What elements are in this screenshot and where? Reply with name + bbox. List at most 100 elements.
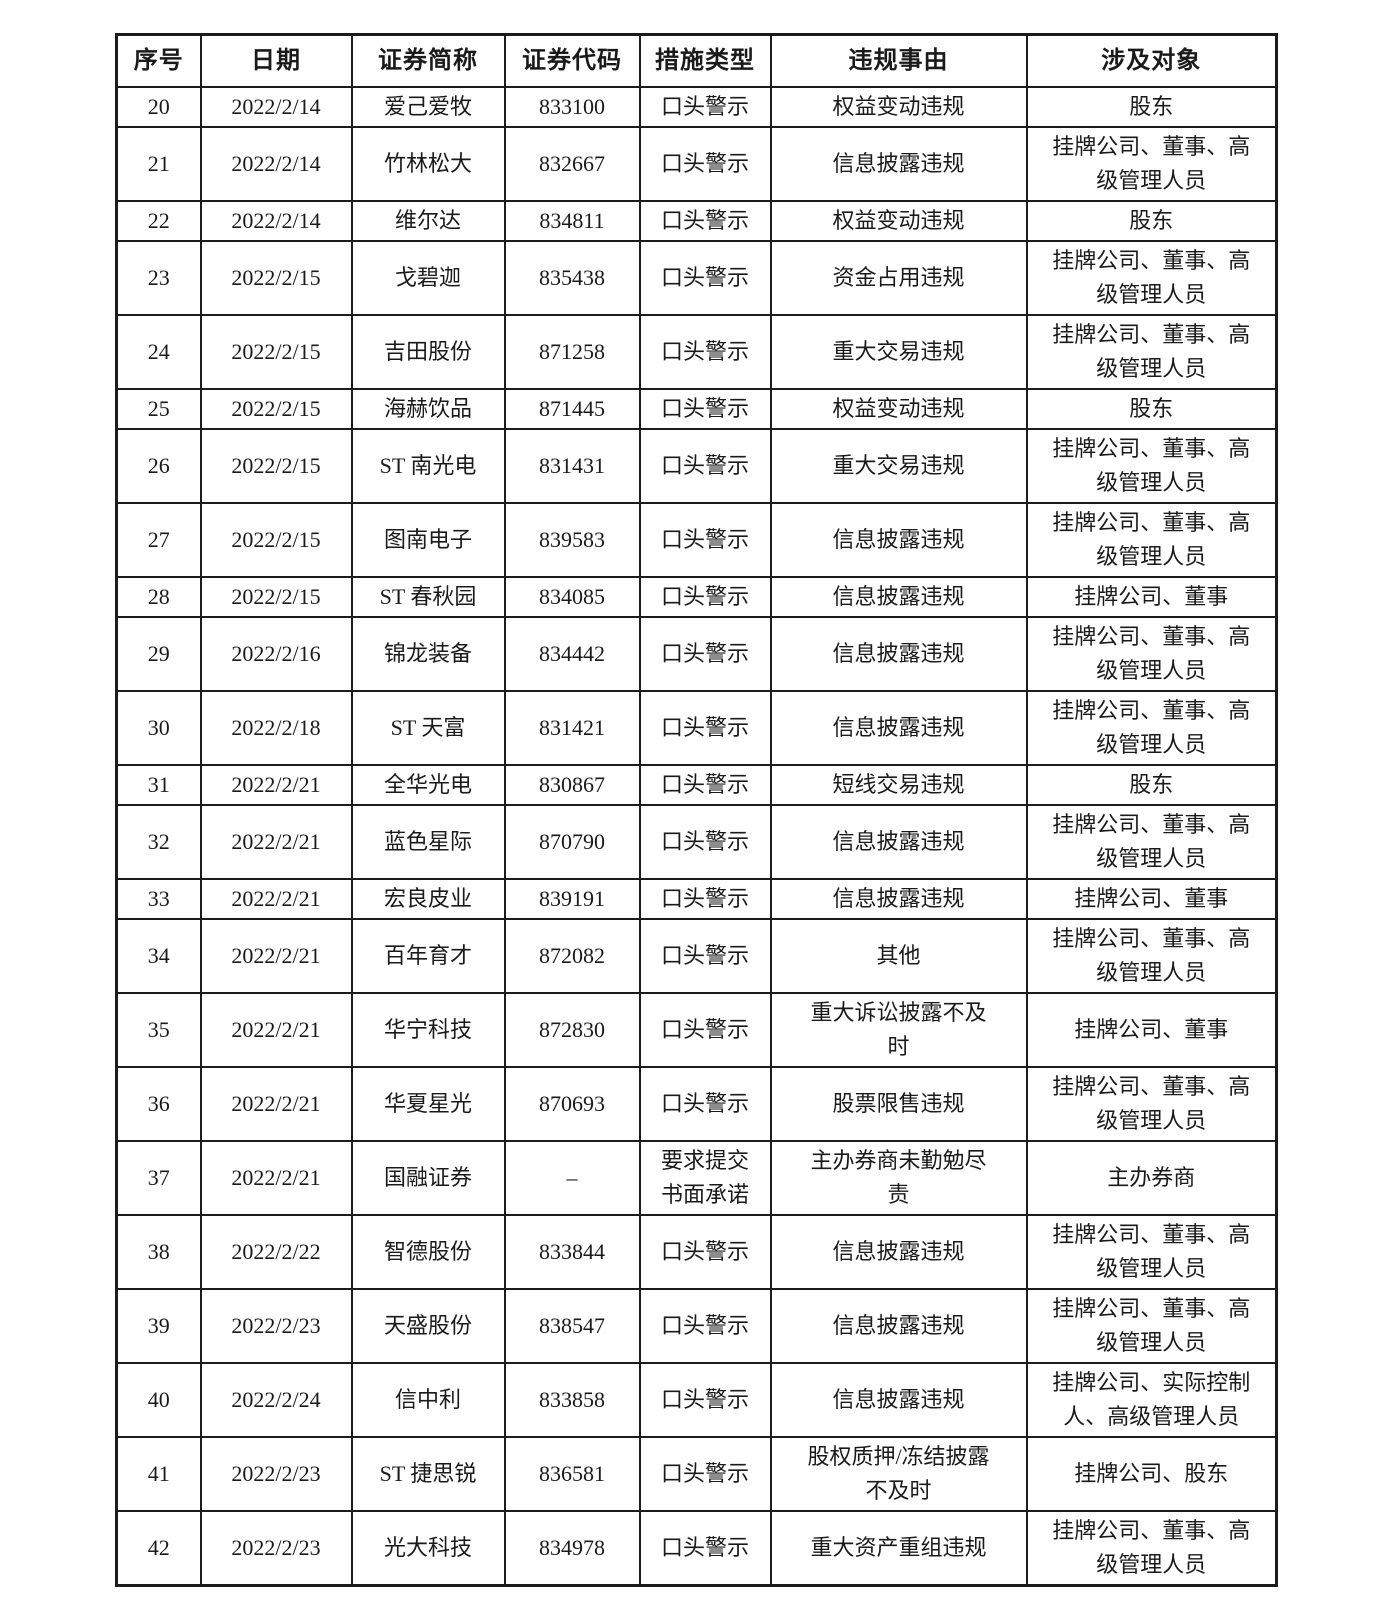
cell-name: 吉田股份 bbox=[350, 314, 506, 390]
cell-code: 832667 bbox=[503, 126, 641, 202]
table-row: 24 2022/2/15 吉田股份 871258 口头警示 重大交易违规 挂牌公司、董事、高… bbox=[115, 314, 1278, 390]
cell-no: 22 bbox=[115, 200, 202, 242]
cell-code: 839583 bbox=[503, 502, 641, 578]
cell-no: 34 bbox=[115, 918, 202, 994]
cell-measure: 口头警示 bbox=[638, 200, 772, 242]
cell-code: 872830 bbox=[503, 992, 641, 1068]
cell-targets: 挂牌公司、董事、高 级管理人员 bbox=[1025, 428, 1278, 504]
cell-no: 38 bbox=[115, 1214, 202, 1290]
column-header-measure-type: 措施类型 bbox=[638, 33, 772, 88]
table-row: 22 2022/2/14 维尔达 834811 口头警示 权益变动违规 股东 bbox=[115, 200, 1278, 242]
cell-targets: 挂牌公司、董事、高 级管理人员 bbox=[1025, 126, 1278, 202]
cell-code: 870790 bbox=[503, 804, 641, 880]
cell-date: 2022/2/14 bbox=[199, 86, 353, 128]
cell-measure: 口头警示 bbox=[638, 576, 772, 618]
cell-code: 838547 bbox=[503, 1288, 641, 1364]
cell-reason: 资金占用违规 bbox=[769, 240, 1028, 316]
cell-date: 2022/2/21 bbox=[199, 878, 353, 920]
cell-reason: 重大交易违规 bbox=[769, 314, 1028, 390]
cell-reason: 信息披露违规 bbox=[769, 690, 1028, 766]
cell-name: 竹林松大 bbox=[350, 126, 506, 202]
cell-targets: 挂牌公司、董事 bbox=[1025, 576, 1278, 618]
cell-measure: 口头警示 bbox=[638, 1288, 772, 1364]
cell-date: 2022/2/22 bbox=[199, 1214, 353, 1290]
cell-measure: 口头警示 bbox=[638, 240, 772, 316]
cell-no: 39 bbox=[115, 1288, 202, 1364]
cell-no: 23 bbox=[115, 240, 202, 316]
cell-date: 2022/2/21 bbox=[199, 1140, 353, 1216]
table-row: 36 2022/2/21 华夏星光 870693 口头警示 股票限售违规 挂牌公司、董事、高… bbox=[115, 1066, 1278, 1142]
table-row: 33 2022/2/21 宏良皮业 839191 口头警示 信息披露违规 挂牌公司、董事 bbox=[115, 878, 1278, 920]
cell-targets: 股东 bbox=[1025, 200, 1278, 242]
cell-reason: 权益变动违规 bbox=[769, 86, 1028, 128]
cell-name: 华宁科技 bbox=[350, 992, 506, 1068]
cell-code: 834085 bbox=[503, 576, 641, 618]
cell-name: ST 捷思锐 bbox=[350, 1436, 506, 1512]
cell-date: 2022/2/15 bbox=[199, 240, 353, 316]
cell-no: 35 bbox=[115, 992, 202, 1068]
cell-no: 41 bbox=[115, 1436, 202, 1512]
cell-targets: 挂牌公司、实际控制 人、高级管理人员 bbox=[1025, 1362, 1278, 1438]
table-row: 28 2022/2/15 ST 春秋园 834085 口头警示 信息披露违规 挂牌公司、董事 bbox=[115, 576, 1278, 618]
cell-date: 2022/2/23 bbox=[199, 1288, 353, 1364]
cell-targets: 挂牌公司、董事、高 级管理人员 bbox=[1025, 1288, 1278, 1364]
cell-reason: 重大资产重组违规 bbox=[769, 1510, 1028, 1587]
column-header-date: 日期 bbox=[199, 33, 353, 88]
cell-code: 831421 bbox=[503, 690, 641, 766]
table-row: 34 2022/2/21 百年育才 872082 口头警示 其他 挂牌公司、董事、高 级管理… bbox=[115, 918, 1278, 994]
table-row: 32 2022/2/21 蓝色星际 870790 口头警示 信息披露违规 挂牌公司、董事、高… bbox=[115, 804, 1278, 880]
cell-targets: 挂牌公司、董事、高 级管理人员 bbox=[1025, 1510, 1278, 1587]
table-row: 31 2022/2/21 全华光电 830867 口头警示 短线交易违规 股东 bbox=[115, 764, 1278, 806]
cell-no: 20 bbox=[115, 86, 202, 128]
cell-code: 833100 bbox=[503, 86, 641, 128]
cell-date: 2022/2/24 bbox=[199, 1362, 353, 1438]
column-header-involved-parties: 涉及对象 bbox=[1025, 33, 1278, 88]
cell-reason: 信息披露违规 bbox=[769, 878, 1028, 920]
cell-reason: 信息披露违规 bbox=[769, 804, 1028, 880]
cell-date: 2022/2/14 bbox=[199, 126, 353, 202]
cell-date: 2022/2/16 bbox=[199, 616, 353, 692]
cell-targets: 挂牌公司、董事、高 级管理人员 bbox=[1025, 240, 1278, 316]
cell-name: 光大科技 bbox=[350, 1510, 506, 1587]
cell-name: 海赫饮品 bbox=[350, 388, 506, 430]
table-row: 26 2022/2/15 ST 南光电 831431 口头警示 重大交易违规 挂牌公司、董事… bbox=[115, 428, 1278, 504]
cell-date: 2022/2/21 bbox=[199, 918, 353, 994]
cell-targets: 挂牌公司、董事、高 级管理人员 bbox=[1025, 616, 1278, 692]
cell-measure: 口头警示 bbox=[638, 918, 772, 994]
cell-no: 30 bbox=[115, 690, 202, 766]
cell-name: 戈碧迦 bbox=[350, 240, 506, 316]
cell-no: 42 bbox=[115, 1510, 202, 1587]
cell-measure: 口头警示 bbox=[638, 690, 772, 766]
cell-measure: 口头警示 bbox=[638, 1066, 772, 1142]
table-row: 21 2022/2/14 竹林松大 832667 口头警示 信息披露违规 挂牌公司、董事、高… bbox=[115, 126, 1278, 202]
table-row: 41 2022/2/23 ST 捷思锐 836581 口头警示 股权质押/冻结披露 不及时… bbox=[115, 1436, 1278, 1512]
cell-name: 天盛股份 bbox=[350, 1288, 506, 1364]
cell-name: 维尔达 bbox=[350, 200, 506, 242]
cell-measure: 口头警示 bbox=[638, 878, 772, 920]
table-row: 23 2022/2/15 戈碧迦 835438 口头警示 资金占用违规 挂牌公司、董事、高 … bbox=[115, 240, 1278, 316]
cell-no: 32 bbox=[115, 804, 202, 880]
cell-reason: 权益变动违规 bbox=[769, 200, 1028, 242]
column-header-security-code: 证券代码 bbox=[503, 33, 641, 88]
cell-reason: 信息披露违规 bbox=[769, 1362, 1028, 1438]
cell-code: 871258 bbox=[503, 314, 641, 390]
cell-reason: 其他 bbox=[769, 918, 1028, 994]
cell-date: 2022/2/15 bbox=[199, 576, 353, 618]
cell-name: 百年育才 bbox=[350, 918, 506, 994]
cell-targets: 股东 bbox=[1025, 388, 1278, 430]
cell-reason: 权益变动违规 bbox=[769, 388, 1028, 430]
cell-date: 2022/2/15 bbox=[199, 428, 353, 504]
cell-measure: 口头警示 bbox=[638, 126, 772, 202]
cell-reason: 信息披露违规 bbox=[769, 126, 1028, 202]
table-row: 25 2022/2/15 海赫饮品 871445 口头警示 权益变动违规 股东 bbox=[115, 388, 1278, 430]
cell-reason: 重大交易违规 bbox=[769, 428, 1028, 504]
cell-code: 833858 bbox=[503, 1362, 641, 1438]
cell-date: 2022/2/23 bbox=[199, 1436, 353, 1512]
cell-date: 2022/2/14 bbox=[199, 200, 353, 242]
cell-date: 2022/2/15 bbox=[199, 388, 353, 430]
cell-date: 2022/2/15 bbox=[199, 314, 353, 390]
cell-name: 信中利 bbox=[350, 1362, 506, 1438]
cell-targets: 挂牌公司、董事、高 级管理人员 bbox=[1025, 804, 1278, 880]
cell-reason: 信息披露违规 bbox=[769, 576, 1028, 618]
